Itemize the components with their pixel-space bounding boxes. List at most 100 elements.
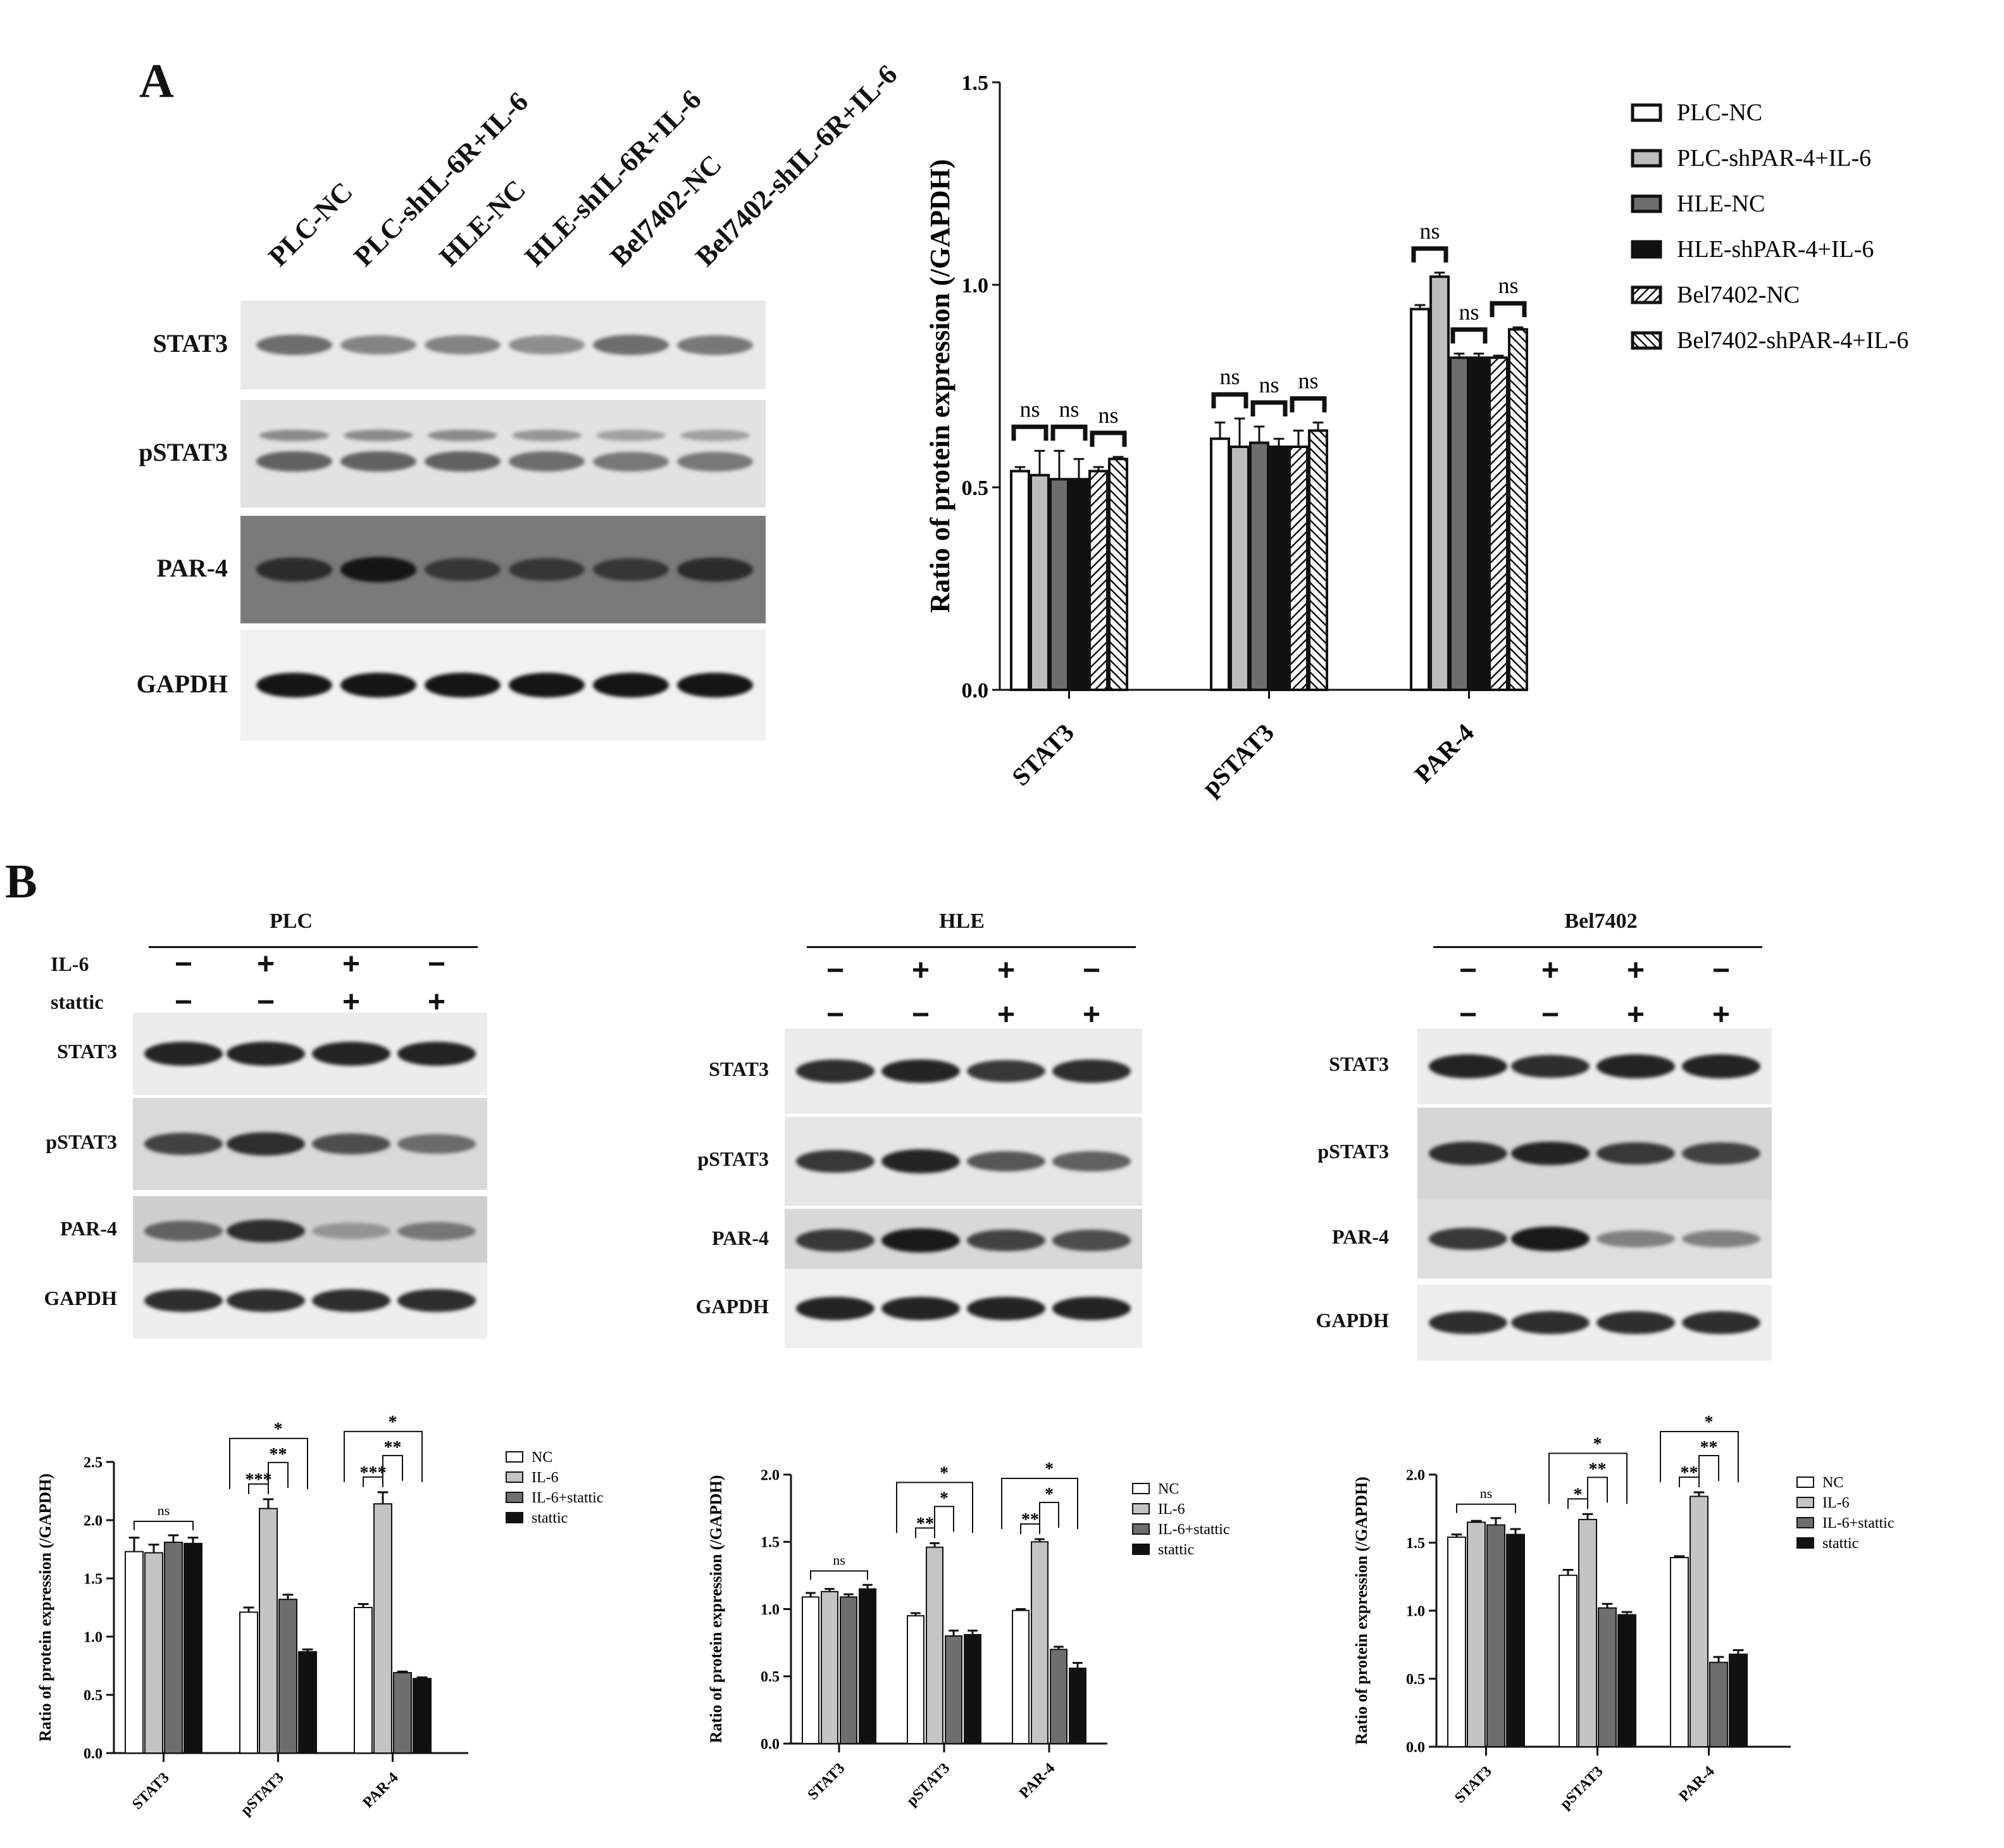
panel-b-hle-bar-chart: 0.0 0.5 1.0 1.5 2.0 Ratio of protein expressi… xyxy=(707,1459,1230,1809)
protein-band xyxy=(397,1289,476,1313)
protein-band xyxy=(677,558,753,582)
legend-swatch xyxy=(1631,149,1662,168)
protein-band xyxy=(1596,1142,1675,1165)
protein-band xyxy=(428,430,497,441)
significance-bracket xyxy=(1211,392,1248,409)
significance-label: * xyxy=(389,1413,397,1432)
panel-a-letter: A xyxy=(139,54,174,108)
legend-label: IL-6+stattic xyxy=(532,1490,604,1506)
significance-bracket xyxy=(1020,1523,1040,1534)
legend-label: PLC-shPAR-4+IL-6 xyxy=(1677,145,1871,172)
protein-band xyxy=(1511,1141,1590,1166)
y-tick-label: 0.5 xyxy=(1406,1671,1425,1688)
legend-label: IL-6 xyxy=(532,1470,559,1486)
protein-band xyxy=(227,1042,305,1066)
blot-strip xyxy=(133,1196,487,1266)
significance-bracket xyxy=(1587,1477,1608,1503)
group-title: PLC xyxy=(270,909,313,933)
blot-row-label: PAR-4 xyxy=(59,1217,117,1240)
y-tick-label: 2.0 xyxy=(84,1513,103,1529)
category-label: pSTAT3 xyxy=(1196,718,1279,801)
y-axis-label: Ratio of protein expression (/GAPDH) xyxy=(707,1475,725,1744)
significance-bracket xyxy=(1679,1476,1700,1487)
significance-label: * xyxy=(1574,1485,1583,1504)
category-label: PAR-4 xyxy=(1409,718,1479,789)
protein-band xyxy=(1596,1311,1675,1335)
protein-band xyxy=(1052,1059,1131,1083)
bar xyxy=(1012,1609,1030,1744)
il6-sign: + xyxy=(1541,954,1560,987)
bar xyxy=(373,1503,392,1754)
legend-swatch xyxy=(1132,1483,1150,1494)
stattic-sign: − xyxy=(174,985,193,1019)
bar xyxy=(239,1611,258,1754)
blot-row-label: GAPDH xyxy=(1316,1309,1389,1332)
significance-label: ns xyxy=(1259,372,1279,397)
legend-label: NC xyxy=(1822,1475,1843,1491)
bar xyxy=(802,1596,819,1744)
legend-label: HLE-shPAR-4+IL-6 xyxy=(1677,236,1874,263)
bar xyxy=(125,1551,144,1754)
significance-bracket xyxy=(1039,1502,1059,1528)
significance-bracket xyxy=(248,1483,269,1494)
significance-bracket xyxy=(915,1527,935,1539)
protein-band xyxy=(967,1151,1045,1172)
bar xyxy=(144,1552,163,1754)
bar xyxy=(945,1635,962,1744)
bar xyxy=(1308,429,1328,692)
category-label: STAT3 xyxy=(805,1760,849,1804)
blot-row-label: STAT3 xyxy=(57,1040,117,1063)
significance-label: * xyxy=(940,1489,949,1508)
significance-bracket xyxy=(896,1482,973,1533)
legend-label: HLE-NC xyxy=(1677,190,1765,217)
blot-row-label: GAPDH xyxy=(44,1287,117,1309)
protein-band xyxy=(256,335,332,355)
protein-band xyxy=(256,672,332,698)
legend-label: stattic xyxy=(532,1510,568,1526)
significance-bracket xyxy=(1050,424,1088,441)
bar xyxy=(298,1651,317,1754)
protein-band xyxy=(312,1133,390,1155)
legend-swatch xyxy=(1631,240,1662,259)
category-label: pSTAT3 xyxy=(1557,1763,1607,1813)
bar xyxy=(1088,470,1109,692)
legend-label: IL-6 xyxy=(1158,1501,1185,1518)
protein-band xyxy=(593,558,669,582)
blot-row-label: GAPDH xyxy=(695,1294,769,1318)
category-label: STAT3 xyxy=(1452,1763,1495,1807)
blot-row-label: pSTAT3 xyxy=(697,1147,769,1170)
stattic-sign: + xyxy=(342,985,361,1019)
stattic-sign: − xyxy=(826,998,845,1032)
bar xyxy=(1010,470,1030,692)
significance-label: ns xyxy=(1498,273,1518,298)
stattic-sign: + xyxy=(1712,998,1731,1032)
protein-band xyxy=(1429,1227,1507,1251)
il6-sign: + xyxy=(997,954,1016,987)
il6-sign: − xyxy=(174,947,193,981)
bar xyxy=(1288,446,1309,691)
significance-label: ** xyxy=(1589,1459,1607,1479)
protein-band xyxy=(312,1289,390,1313)
protein-band xyxy=(144,1289,223,1313)
il6-sign: + xyxy=(256,947,275,981)
protein-band xyxy=(1052,1151,1131,1171)
legend-label: IL-6+stattic xyxy=(1822,1515,1895,1532)
protein-band xyxy=(509,558,585,582)
protein-band xyxy=(593,451,669,471)
bar xyxy=(1670,1557,1689,1747)
significance-bracket xyxy=(1001,1478,1078,1529)
protein-band xyxy=(677,672,753,698)
protein-band xyxy=(312,1223,390,1239)
significance-label: * xyxy=(1045,1485,1054,1504)
legend-label: IL-6+stattic xyxy=(1158,1521,1230,1538)
bar xyxy=(354,1607,373,1754)
stattic-sign: + xyxy=(1082,998,1101,1032)
y-tick-label: 0.5 xyxy=(761,1669,780,1685)
legend-swatch xyxy=(1796,1517,1814,1528)
y-axis-label: Ratio of protein expression (/GAPDH) xyxy=(36,1473,54,1742)
y-tick-label: 2.0 xyxy=(761,1467,780,1483)
significance-label: ** xyxy=(270,1445,287,1464)
blot-row-label: PAR-4 xyxy=(1331,1225,1389,1248)
category-label: PAR-4 xyxy=(360,1770,402,1811)
significance-label: ns xyxy=(1459,299,1479,325)
